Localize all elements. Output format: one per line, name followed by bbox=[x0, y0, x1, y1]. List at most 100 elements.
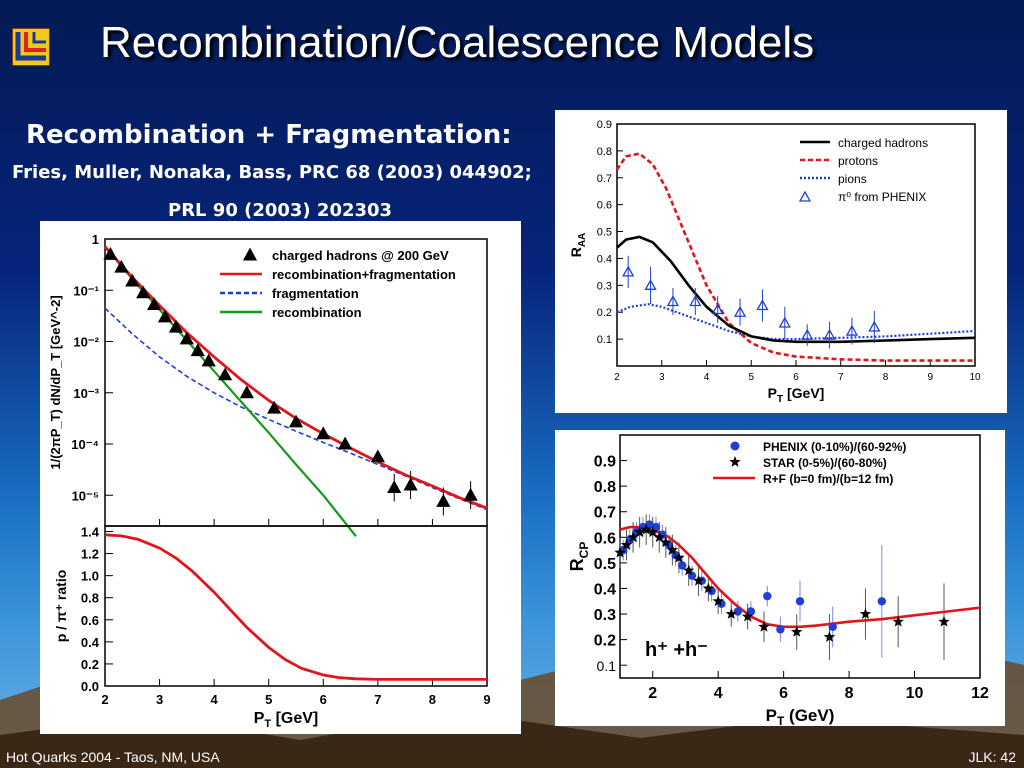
phenix-pi0-data-point bbox=[644, 278, 657, 290]
raa-ytick-label: 0.3 bbox=[597, 280, 612, 292]
raa-legend-label-0: charged hadrons bbox=[838, 136, 928, 150]
phenix-data-point bbox=[677, 561, 687, 570]
raa-x-axis-label: PT [GeV] bbox=[768, 385, 825, 405]
rcp-ytick-label: 0.5 bbox=[594, 556, 616, 573]
charged-hadron-data-point bbox=[125, 273, 140, 287]
rcp-ytick-label: 0.3 bbox=[594, 607, 616, 624]
rcp-xtick-label: 12 bbox=[971, 685, 989, 702]
raa-panel: 0.1 0.2 0.3 0.4 0.5 0.6 0.7 0.8 0.9 2 3 4 5 6 7 8 9 10 cha… bbox=[555, 110, 1007, 413]
spectrum-ratio-panel: 1 10⁻¹ 10⁻² 10⁻³ 10⁻⁴ 10⁻⁵ 1/(2πP_T) dN/dP_T [… bbox=[40, 221, 521, 734]
rcp-xtick-label: 10 bbox=[906, 685, 924, 702]
spectrum-ytick-label: 1 bbox=[92, 232, 99, 247]
ratio-ytick-label: 0.4 bbox=[81, 635, 100, 650]
rcp-panel: 0.1 0.2 0.3 0.4 0.5 0.6 0.7 0.8 0.9 2 4 6 8 10 12 PHENI… bbox=[555, 430, 1005, 728]
raa-ytick-label: 0.7 bbox=[597, 173, 612, 185]
phenix-data-point bbox=[746, 607, 756, 616]
raa-plot-frame bbox=[616, 123, 976, 367]
charged-hadron-data-point bbox=[157, 309, 173, 323]
phenix-pi0-data-point bbox=[801, 328, 814, 340]
raa-xtick-label: 8 bbox=[883, 372, 889, 383]
legend-label-2: fragmentation bbox=[272, 286, 359, 301]
pions-curve bbox=[616, 303, 976, 341]
raa-ytick-label: 0.8 bbox=[597, 146, 612, 158]
charged-hadron-data-point bbox=[136, 285, 151, 299]
ratio-x-axis-label: PT [GeV] bbox=[254, 710, 319, 730]
rcp-legend-star bbox=[729, 456, 741, 467]
spectrum-ytick-label: 10⁻⁴ bbox=[71, 437, 99, 452]
rcp-ytick-label: 0.9 bbox=[594, 454, 616, 471]
rcp-xtick-label: 6 bbox=[779, 685, 788, 702]
phenix-pi0-data-point bbox=[666, 295, 680, 307]
ratio-ytick-label: 0.8 bbox=[81, 591, 99, 606]
legend-label-3: recombination bbox=[272, 305, 362, 320]
charged-hadron-data-point bbox=[370, 449, 385, 463]
reference-line-1: Fries, Muller, Nonaka, Bass, PRC 68 (200… bbox=[12, 162, 532, 183]
star-data-point bbox=[633, 526, 646, 538]
lab-logo-icon bbox=[11, 27, 51, 67]
rcp-legend-circle bbox=[730, 441, 740, 451]
spectrum-ytick-label: 10⁻³ bbox=[73, 386, 99, 401]
raa-figure: 0.1 0.2 0.3 0.4 0.5 0.6 0.7 0.8 0.9 2 3 4 5 6 7 8 9 10 cha… bbox=[568, 119, 981, 405]
phenix-data-point bbox=[776, 625, 785, 634]
star-data-point bbox=[692, 574, 705, 586]
charged-hadron-data-point bbox=[436, 494, 451, 507]
slide-subtitle: Recombination + Fragmentation: bbox=[26, 120, 512, 150]
raa-ytick-label: 0.6 bbox=[597, 200, 612, 212]
ratio-y-axis-label: p / π⁺ ratio bbox=[53, 570, 69, 643]
spectrum-ytick-label: 10⁻² bbox=[73, 335, 99, 350]
charged-hadron-data-point bbox=[201, 353, 216, 367]
star-data-point bbox=[620, 539, 633, 550]
rcp-y-axis-label: RCP bbox=[567, 542, 591, 572]
raa-ytick-label: 0.1 bbox=[597, 334, 612, 346]
star-data-point bbox=[660, 536, 672, 548]
spectrum-ytick-label: 10⁻⁵ bbox=[72, 488, 99, 503]
legend-label-1: recombination+fragmentation bbox=[272, 267, 456, 282]
raa-ytick-label: 0.5 bbox=[597, 227, 612, 239]
ratio-ytick-label: 1.4 bbox=[81, 525, 100, 540]
star-data-point bbox=[741, 610, 754, 622]
rcp-x-axis-label: PT (GeV) bbox=[766, 706, 835, 726]
star-data-point bbox=[647, 526, 659, 538]
phenix-pi0-data-point bbox=[622, 265, 635, 277]
phenix-pi0-data-point bbox=[845, 324, 859, 336]
ratio-ytick-label: 0.2 bbox=[81, 657, 99, 672]
star-data-point bbox=[712, 595, 724, 607]
charged-hadron-data-point bbox=[103, 247, 118, 260]
phenix-data-point bbox=[733, 607, 743, 616]
ratio-xtick-label: 5 bbox=[265, 692, 272, 707]
rcp-ytick-label: 0.4 bbox=[594, 581, 616, 598]
charged-hadron-data-point bbox=[217, 367, 233, 381]
ratio-xtick-label: 4 bbox=[211, 692, 219, 707]
rcp-xtick-label: 2 bbox=[648, 685, 657, 702]
phenix-data-point bbox=[828, 622, 837, 632]
spectrum-plot-frame bbox=[104, 238, 488, 527]
legend-triangle-marker bbox=[242, 247, 258, 261]
rcp-legend-label-1: STAR (0-5%)/(60-80%) bbox=[763, 456, 887, 470]
star-data-point bbox=[758, 620, 770, 632]
phenix-data-point bbox=[795, 597, 805, 606]
rcp-xtick-label: 4 bbox=[714, 685, 723, 702]
phenix-pi0-data-point bbox=[733, 305, 747, 317]
phenix-pi0-data-point bbox=[778, 316, 791, 328]
rcp-legend-label-0: PHENIX (0-10%)/(60-92%) bbox=[763, 440, 906, 454]
ratio-xtick-label: 8 bbox=[429, 692, 436, 707]
ratio-xtick-label: 9 bbox=[483, 692, 490, 707]
phenix-data-point bbox=[645, 520, 654, 529]
ratio-xtick-label: 3 bbox=[156, 692, 163, 707]
charged-hadron-data-point bbox=[288, 414, 304, 428]
raa-ytick-label: 0.2 bbox=[597, 307, 612, 319]
raa-xtick-label: 10 bbox=[969, 372, 981, 383]
ratio-ytick-label: 0.6 bbox=[81, 613, 99, 628]
charged-hadron-data-point bbox=[114, 259, 129, 273]
star-data-point bbox=[627, 531, 639, 543]
phenix-data-point bbox=[877, 597, 887, 606]
charged-hadron-data-point bbox=[147, 297, 162, 311]
rcp-ytick-label: 0.1 bbox=[597, 658, 617, 674]
spectrum-y-axis-label: 1/(2πP_T) dN/dP_T [GeV^-2] bbox=[48, 295, 63, 469]
rcp-ytick-label: 0.7 bbox=[594, 505, 616, 522]
raa-y-axis-label: RAA bbox=[568, 233, 588, 258]
rcp-xtick-label: 8 bbox=[845, 685, 854, 702]
legend-label-0: charged hadrons @ 200 GeV bbox=[272, 248, 449, 263]
raa-xtick-label: 7 bbox=[838, 372, 844, 383]
star-data-point bbox=[725, 608, 737, 619]
